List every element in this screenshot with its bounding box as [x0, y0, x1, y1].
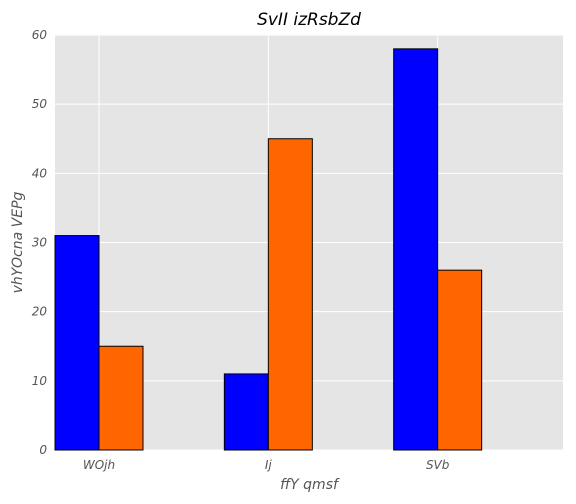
bar-Ij-series-2	[267, 138, 313, 451]
bar-SVb-series-1	[393, 48, 439, 451]
bar-SVb-series-2	[437, 269, 483, 451]
bar-WOjh-series-1	[54, 235, 100, 451]
bar-WOjh-series-2	[98, 345, 144, 451]
chart-title: SvII izRsbZd	[257, 10, 361, 30]
y-tick-label: 20	[32, 305, 48, 319]
bars	[54, 48, 483, 451]
y-tick-label: 30	[32, 236, 48, 250]
y-tick-label: 50	[32, 97, 48, 111]
bar-Ij-series-1	[223, 373, 269, 451]
y-tick-label: 60	[32, 28, 48, 42]
y-tick-label: 0	[39, 443, 47, 457]
x-axis-label: ffY qmsf	[280, 477, 340, 493]
x-tick-label: WOjh	[83, 458, 115, 472]
x-tick-label: SVb	[426, 458, 450, 472]
x-axis-ticks: WOjh Ij SVb	[83, 458, 450, 472]
y-axis-label: vhYOcna VEPg	[10, 191, 26, 293]
y-tick-label: 10	[32, 374, 48, 388]
x-tick-label: Ij	[265, 458, 273, 472]
y-axis-ticks: 0 10 20 30 40 50 60	[32, 28, 48, 457]
y-tick-label: 40	[32, 166, 48, 180]
